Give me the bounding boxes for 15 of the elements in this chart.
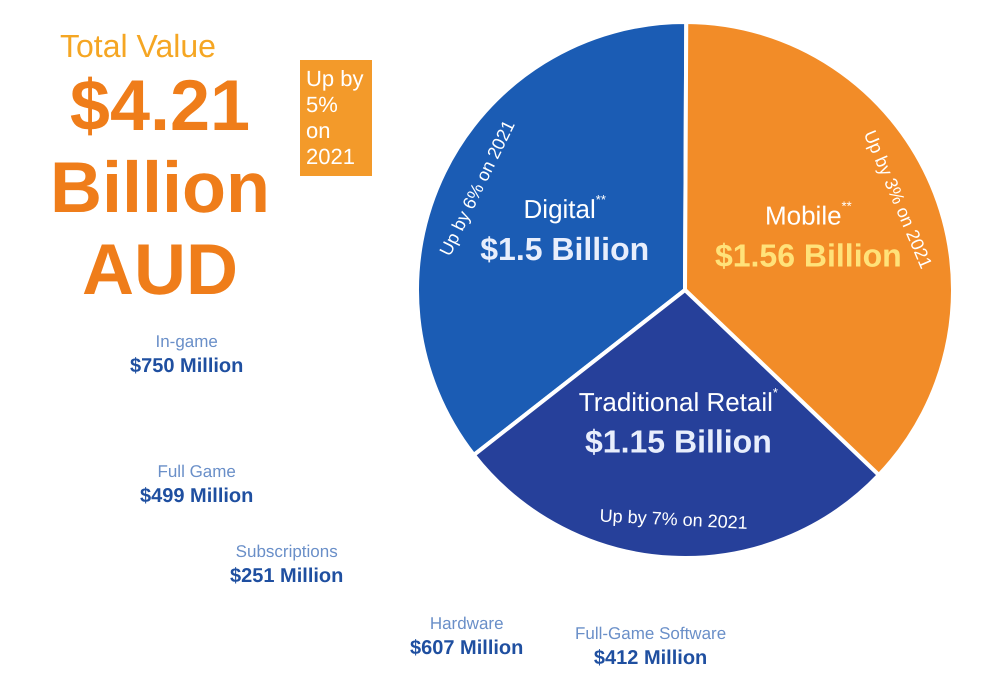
slice-label: Digital** xyxy=(524,192,606,224)
slice-label: Mobile** xyxy=(764,198,852,231)
data-label: $1.56 Billion xyxy=(714,237,902,274)
text: Up by 7% on 2021 xyxy=(599,506,748,533)
text: Subscriptions $251 Million xyxy=(230,541,344,588)
data-label: $1.5 Billion xyxy=(480,230,650,267)
text: Full Game $499 Million xyxy=(140,461,254,508)
data-label: $1.15 Billion xyxy=(585,424,772,460)
text: $4.21 Billion AUD xyxy=(49,65,271,311)
text: Up by 5% on 2021 xyxy=(300,60,372,176)
slice-label: Traditional Retail* xyxy=(578,385,778,418)
text: Total Value xyxy=(60,28,216,65)
text: In-game $750 Million xyxy=(130,331,244,378)
text: Hardware $607 Million xyxy=(410,613,524,660)
text: Full-Game Software $412 Million xyxy=(575,623,726,670)
